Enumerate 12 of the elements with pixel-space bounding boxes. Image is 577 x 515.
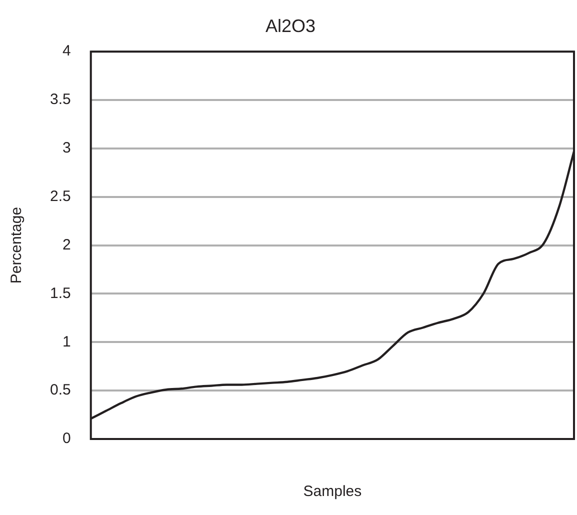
y-tick-label: 2.5 bbox=[50, 188, 71, 206]
y-tick-label: 1 bbox=[62, 333, 71, 350]
y-tick-label: 3.5 bbox=[50, 91, 71, 108]
y-tick-label: 0.5 bbox=[50, 382, 71, 399]
y-tick-label: 3 bbox=[62, 140, 71, 157]
y-tick-label: 2 bbox=[62, 236, 71, 254]
y-tick-label: 4 bbox=[62, 42, 71, 60]
chart-title: Al2O3 bbox=[265, 16, 316, 36]
x-axis-title: Samples bbox=[303, 483, 362, 500]
y-tick-label: 0 bbox=[62, 430, 71, 448]
y-tick-label: 1.5 bbox=[50, 284, 71, 302]
y-axis-title: Percentage bbox=[8, 206, 26, 284]
